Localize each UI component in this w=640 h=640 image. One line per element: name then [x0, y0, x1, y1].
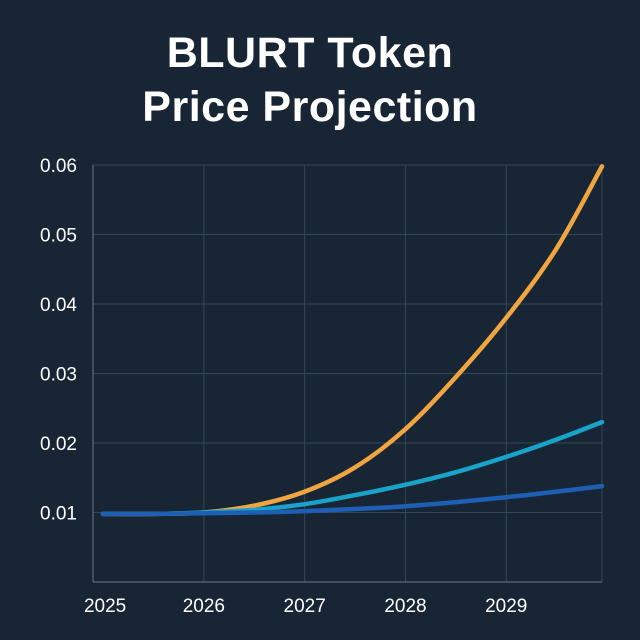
- y-tick-label: 0.06: [40, 156, 77, 177]
- chart-title-line-1: BLURT Token: [166, 29, 454, 77]
- axes: [92, 165, 602, 583]
- x-tick-label: 2026: [183, 596, 225, 617]
- y-tick-label: 0.02: [40, 434, 77, 455]
- x-tick-label: 2028: [384, 596, 426, 617]
- x-tick-label: 2029: [485, 596, 527, 617]
- chart-title-line-2: Price Projection: [142, 83, 478, 131]
- grid: [93, 164, 603, 582]
- tick-labels: 0.01 0.02 0.03 0.04 0.05 0.06 2025 2026 2027 2028…: [40, 156, 527, 617]
- x-tick-label: 2025: [84, 596, 126, 617]
- chart-title: BLURT Token Price Projection: [0, 26, 620, 134]
- y-tick-label: 0.04: [40, 295, 77, 316]
- x-tick-label: 2027: [284, 596, 326, 617]
- series-line-conservative: [100, 483, 605, 517]
- y-tick-label: 0.05: [40, 226, 77, 247]
- y-tick-label: 0.01: [40, 504, 77, 525]
- y-tick-label: 0.03: [40, 365, 77, 386]
- series-line-optimistic: [100, 164, 605, 517]
- series-lines: [100, 164, 605, 517]
